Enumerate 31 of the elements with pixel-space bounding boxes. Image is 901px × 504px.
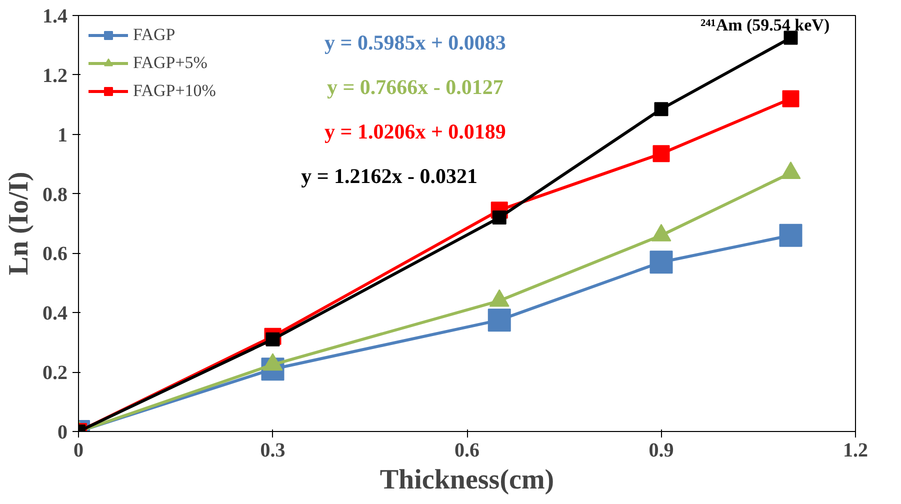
x-tick-label: 0.6 — [454, 440, 480, 462]
annotation: y = 1.0206x + 0.0189 — [324, 120, 506, 144]
y-tick-label: 0 — [58, 422, 68, 444]
y-tick-label: 1 — [58, 124, 68, 146]
point — [782, 90, 800, 108]
x-tick-label: 0.9 — [648, 440, 674, 462]
annotation: y = 1.2162x - 0.0321 — [301, 164, 478, 188]
y-tick-label: 1.4 — [42, 6, 68, 28]
point — [266, 332, 280, 346]
annotation: y = 0.5985x + 0.0083 — [324, 30, 506, 54]
y-tick-label: 0.6 — [42, 243, 68, 266]
y-axis-title: Ln (Io/I) — [4, 172, 34, 276]
point — [650, 250, 673, 274]
x-tick-label: 1.2 — [843, 440, 868, 462]
y-tick-label: 1.2 — [42, 64, 68, 87]
x-axis-title: Thickness(cm) — [380, 464, 554, 496]
point — [652, 145, 670, 162]
y-tick-label: 0.2 — [42, 362, 68, 384]
y-tick-label: 0.8 — [42, 184, 68, 206]
x-tick-label: 0.3 — [260, 440, 286, 462]
x-tick-label: 0 — [74, 440, 84, 462]
y-tick-label: 0.4 — [42, 302, 68, 325]
point — [488, 308, 511, 332]
point — [492, 210, 506, 225]
legend-label: FAGP+10% — [133, 81, 216, 101]
annotation: y = 0.7666x - 0.0127 — [326, 74, 504, 99]
legend-label: FAGP+5% — [133, 53, 208, 73]
point — [654, 102, 668, 116]
annotation: ²⁴¹Am (59.54 keV) — [700, 16, 830, 34]
point — [779, 224, 802, 247]
legend-label: FAGP — [133, 25, 176, 45]
